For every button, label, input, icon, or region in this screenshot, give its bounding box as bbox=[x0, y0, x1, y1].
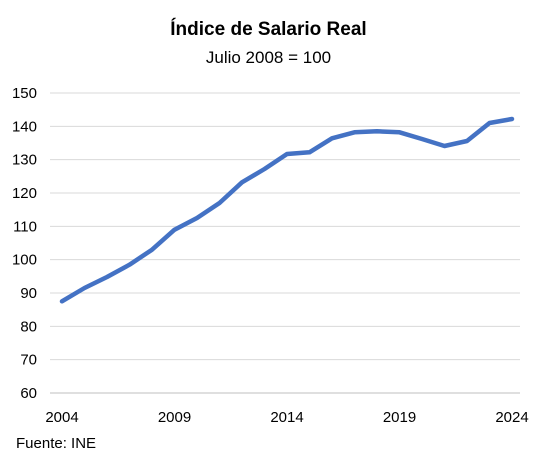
series-line-0 bbox=[59, 116, 515, 304]
chart-title: Índice de Salario Real bbox=[170, 19, 367, 40]
y-tick-label: 140 bbox=[12, 118, 37, 135]
y-tick-label: 90 bbox=[20, 285, 37, 302]
y-tick-label: 130 bbox=[12, 152, 37, 169]
y-tick-label: 80 bbox=[20, 318, 37, 335]
y-tick-label: 150 bbox=[12, 85, 37, 102]
x-tick-label: 2004 bbox=[45, 409, 78, 426]
y-tick-label: 60 bbox=[20, 385, 37, 402]
x-tick-label: 2009 bbox=[158, 409, 191, 426]
x-tick-label: 2019 bbox=[383, 409, 416, 426]
y-tick-label: 120 bbox=[12, 185, 37, 202]
x-tick-label: 2014 bbox=[270, 409, 303, 426]
y-tick-label: 110 bbox=[13, 218, 37, 235]
x-tick-label: 2024 bbox=[495, 409, 528, 426]
chart-subtitle: Julio 2008 = 100 bbox=[205, 48, 332, 67]
y-tick-label: 70 bbox=[20, 352, 37, 369]
y-tick-label: 100 bbox=[12, 252, 37, 269]
source-note: Fuente: INE bbox=[16, 435, 97, 452]
